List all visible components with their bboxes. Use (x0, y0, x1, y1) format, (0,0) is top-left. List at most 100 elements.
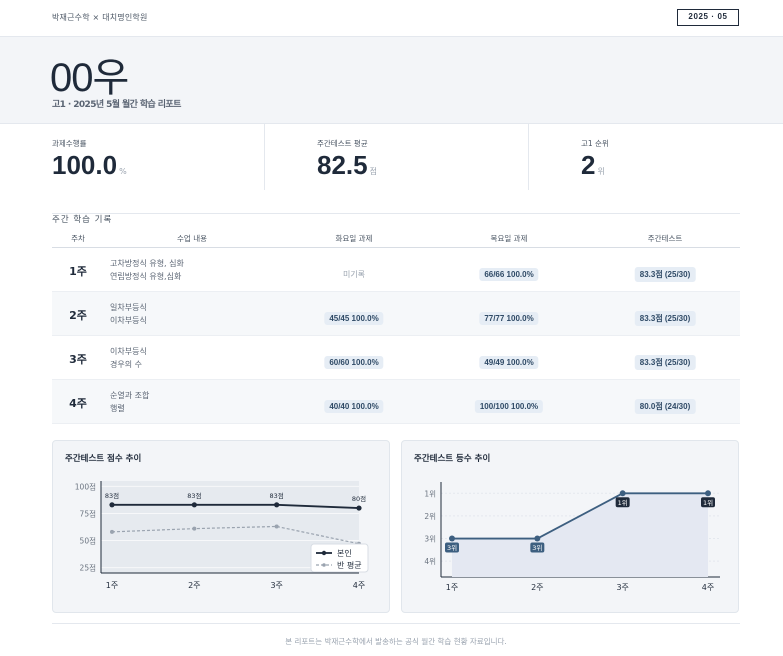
data-label: 83점 (270, 492, 284, 500)
point-class-average (274, 524, 279, 529)
x-tick-label: 3주 (270, 581, 282, 590)
point-class-average (192, 526, 197, 531)
data-label-bg (615, 497, 630, 508)
y-tick-label: 1위 (424, 489, 436, 498)
y-tick-label: 4위 (424, 557, 436, 566)
point-rank (534, 535, 541, 542)
week-label: 3주 (69, 353, 87, 366)
table-row: 1주 고차방정식 유형, 심화 연립방정식 유형,심화 미기록 66/66 100… (52, 248, 740, 292)
header-week: 주차 (71, 234, 85, 243)
data-label: 3위 (447, 544, 457, 552)
rank-trend-chart: 1위 2위 3위 4위 1주 2주 3주 4주 3위 3위 1위 1위 (424, 482, 720, 592)
thursday-badge: 66/66 100.0% (479, 268, 539, 281)
stat-label: 과제수행률 (52, 139, 87, 148)
data-label: 1위 (703, 499, 713, 507)
y-tick-label: 75점 (80, 508, 96, 518)
x-tick-label: 1주 (446, 583, 458, 592)
weekly-table: 주차 수업 내용 화요일 과제 목요일 과제 주간테스트 1주 고차방정식 유형… (52, 227, 740, 424)
stat-unit: % (119, 167, 127, 176)
thursday-badge: 49/49 100.0% (479, 356, 539, 369)
stat-value: 100.0 (52, 150, 118, 180)
x-tick-label: 1주 (106, 581, 118, 590)
data-label-bg (701, 497, 715, 508)
header-content: 수업 내용 (177, 234, 207, 243)
test-score-badge: 83.3점 (25/30) (634, 311, 696, 326)
stat-unit: 점 (369, 167, 377, 176)
point-self (191, 502, 197, 508)
data-label: 3위 (532, 544, 542, 552)
point-class-average (110, 529, 114, 534)
x-tick-label: 3주 (616, 583, 628, 592)
top-bar: 박재근수학 × 대치명인학원 2025 · 05 (0, 0, 783, 37)
chart-title: 주간테스트 점수 추이 (65, 454, 142, 464)
chart-title: 주간테스트 등수 추이 (414, 454, 491, 464)
table-header: 주차 수업 내용 화요일 과제 목요일 과제 주간테스트 (52, 227, 740, 248)
rank-trend-card: 1위 2위 3위 4위 1주 2주 3주 4주 3위 3위 1위 1위 주간테스트 등수 추이 (401, 440, 739, 613)
stat-unit: 위 (597, 167, 605, 176)
series-line-self (112, 503, 360, 509)
week-label: 4주 (69, 397, 87, 410)
point-rank (449, 535, 455, 542)
legend-label: 반 평균 (337, 560, 362, 570)
x-tick-label: 4주 (353, 581, 365, 590)
area-fill-rank (452, 493, 708, 577)
data-label: 83점 (187, 492, 201, 500)
test-score-badge: 83.3점 (25/30) (634, 267, 696, 282)
point-rank (705, 490, 711, 497)
y-tick-label: 100점 (75, 481, 96, 491)
footer-note: 본 리포트는 박재근수학에서 발송하는 공식 월간 학습 현황 자료입니다. (52, 623, 740, 647)
test-score-badge: 80.0점 (24/30) (634, 399, 696, 414)
data-label: 80점 (352, 495, 366, 503)
lesson-content: 이차부등식 경우의 수 (110, 347, 147, 369)
tuesday-badge: 60/60 100.0% (324, 356, 384, 369)
y-tick-label: 2위 (424, 512, 436, 521)
stat-label: 고1 순위 (581, 139, 609, 148)
student-name: 00우 (50, 56, 129, 100)
stat-value: 2 (581, 150, 596, 180)
test-score-badge: 83.3점 (25/30) (634, 355, 696, 370)
week-label: 2주 (69, 309, 87, 322)
report-subtitle: 고1 · 2025년 5월 월간 학습 리포트 (52, 100, 181, 110)
legend-marker-self (321, 550, 327, 556)
thursday-badge: 100/100 100.0% (474, 400, 544, 413)
stat-value: 82.5 (317, 150, 368, 180)
tuesday-badge: 45/45 100.0% (324, 312, 384, 325)
point-self (274, 502, 280, 508)
brand-name: 박재근수학 × 대치명인학원 (52, 13, 148, 22)
data-label: 83점 (105, 492, 119, 500)
week-label: 1주 (69, 265, 87, 278)
x-tick-label: 2주 (531, 583, 543, 592)
data-label-bg (530, 542, 545, 553)
section-title-weekly: 주간 학습 기록 (52, 207, 740, 225)
series-line-rank (452, 492, 708, 540)
header-thursday: 목요일 과제 (490, 234, 528, 243)
hero-section: 00우 고1 · 2025년 5월 월간 학습 리포트 (0, 37, 783, 124)
table-row: 2주 일차부등식 이차부등식 45/45 100.0% 77/77 100.0% … (52, 292, 740, 336)
stat-label: 주간테스트 평균 (317, 139, 368, 148)
x-tick-label: 2주 (188, 581, 200, 590)
stat-test-average: 주간테스트 평균 82.5 점 (264, 124, 528, 190)
data-label: 1위 (618, 499, 628, 507)
data-label-bg (445, 542, 459, 553)
stat-assignment-rate: 과제수행률 100.0% (52, 124, 264, 190)
series-line-class-average (111, 525, 360, 545)
x-tick-label: 4주 (702, 583, 714, 592)
y-tick-label: 3위 (424, 535, 436, 544)
table-row: 3주 이차부등식 경우의 수 60/60 100.0% 49/49 100.0% … (52, 336, 740, 380)
header-test: 주간테스트 (647, 234, 683, 243)
legend-marker-class-average (322, 563, 326, 567)
thursday-badge: 77/77 100.0% (479, 312, 539, 325)
lesson-content: 일차부등식 이차부등식 (110, 303, 147, 325)
legend-label: 본인 (337, 548, 352, 558)
lesson-content: 고차방정식 유형, 심화 연립방정식 유형,심화 (110, 259, 184, 281)
tuesday-badge: 40/40 100.0% (324, 400, 384, 413)
y-tick-label: 25점 (80, 563, 96, 573)
table-row: 4주 순열과 조합 행렬 40/40 100.0% 100/100 100.0% … (52, 380, 740, 424)
score-trend-card: 25점 50점 75점 100점 1주 2주 3주 4주 83점 83점 83점 80점 본인 반 평균 … (52, 440, 390, 613)
header-tuesday: 화요일 과제 (335, 234, 373, 243)
lesson-content: 순열과 조합 행렬 (110, 391, 150, 413)
report-period-badge: 2025 · 05 (677, 9, 739, 26)
